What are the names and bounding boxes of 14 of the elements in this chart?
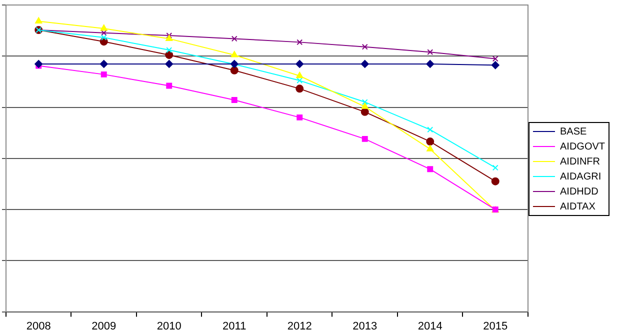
legend-label: AIDTAX: [560, 201, 596, 212]
x-tick-label: 2014: [418, 320, 442, 332]
legend-label: AIDAGRI: [560, 171, 602, 182]
x-tick-label: 2009: [92, 320, 116, 332]
x-tick-label: 2011: [222, 320, 246, 332]
legend-label: AIDINFR: [560, 156, 600, 168]
legend-label: AIDGOVT: [560, 141, 606, 152]
x-tick-label: 2012: [287, 320, 312, 332]
x-tick-label: 2013: [352, 320, 378, 332]
x-tick-label: 2008: [26, 320, 51, 332]
x-tick-label: 2015: [483, 320, 508, 332]
legend-label: AIDHDD: [560, 186, 598, 198]
x-tick-label: 2010: [156, 320, 182, 332]
legend-label: BASE: [560, 126, 588, 138]
